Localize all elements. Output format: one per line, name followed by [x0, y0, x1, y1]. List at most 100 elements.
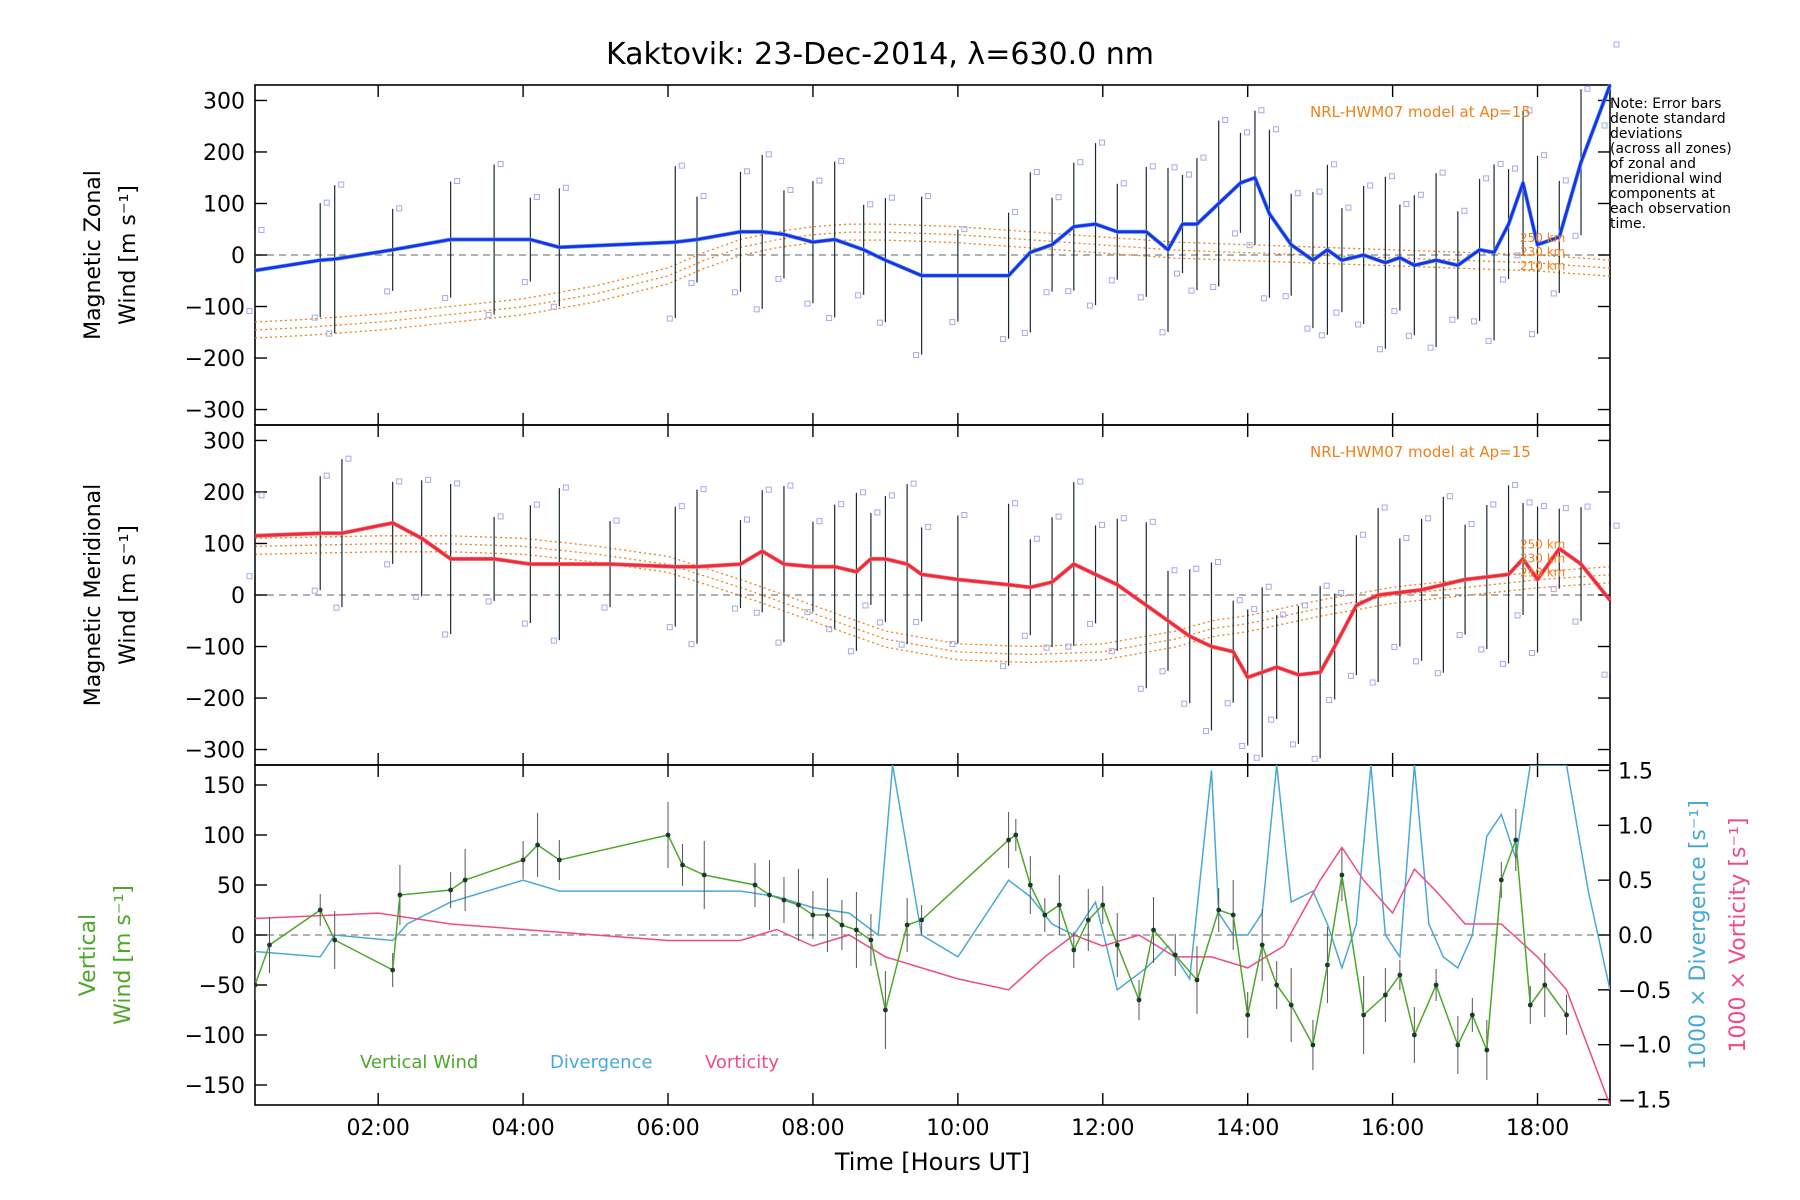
vertical-wind-point: [1361, 1012, 1367, 1018]
zone-point: [1316, 188, 1323, 195]
zone-point: [688, 641, 695, 648]
zone-point: [338, 181, 345, 188]
y-tick-label-right: −1.0: [1618, 1034, 1671, 1059]
zone-point: [925, 193, 932, 200]
vertical-wind-point: [752, 882, 758, 888]
zone-point: [838, 501, 845, 508]
zone-point: [311, 587, 318, 594]
zone-point: [454, 480, 461, 487]
zone-point: [521, 620, 528, 627]
zone-point: [678, 162, 685, 169]
zone-point: [425, 476, 432, 483]
y-axis-label: Magnetic Zonal: [81, 170, 106, 340]
zone-point: [1572, 618, 1579, 625]
x-tick-label: 18:00: [1506, 1116, 1569, 1141]
vertical-wind-point: [1259, 942, 1265, 948]
zone-point: [1012, 209, 1019, 216]
y-tick-label: 100: [203, 824, 245, 849]
vertical-wind-point: [1114, 942, 1120, 948]
zone-point: [497, 161, 504, 168]
zone-point: [1243, 129, 1250, 136]
vertical-wind-point: [1564, 1012, 1569, 1018]
zone-point: [1514, 252, 1521, 259]
zone-point: [1055, 194, 1062, 201]
zone-point: [1529, 650, 1536, 657]
vertical-wind-point: [781, 897, 787, 903]
vertical-wind-point: [1274, 982, 1280, 988]
zone-point: [1471, 318, 1478, 325]
zone-point: [413, 593, 420, 600]
legend-item: Vorticity: [705, 1052, 779, 1073]
zone-point: [1405, 332, 1412, 339]
zone-point: [601, 604, 608, 611]
zone-point: [913, 352, 920, 359]
vertical-wind-point: [1151, 927, 1156, 933]
zone-point: [1137, 294, 1144, 301]
zone-point: [1391, 308, 1398, 315]
zone-point: [258, 226, 265, 233]
zone-point: [246, 307, 253, 314]
vertical-wind-point: [1498, 877, 1504, 883]
zone-point: [1188, 287, 1195, 294]
vertical-wind-point: [556, 857, 562, 863]
vertical-wind-point: [1484, 1047, 1490, 1053]
vertical-wind-point: [839, 922, 845, 928]
zone-point: [1613, 41, 1620, 48]
y-tick-label-right: 0.5: [1618, 869, 1653, 894]
zone-point: [1497, 160, 1504, 167]
y-tick-label: 100: [203, 192, 245, 217]
y-tick-label: −100: [185, 636, 245, 661]
zone-point: [1065, 288, 1072, 295]
zone-point: [1512, 481, 1519, 488]
divergence-line: [255, 765, 1610, 992]
zone-point: [1214, 559, 1221, 566]
model-curve: [254, 551, 1611, 664]
zone-point: [1301, 602, 1308, 609]
zone-point: [888, 194, 895, 201]
zone-point: [533, 194, 540, 201]
zone-point: [961, 512, 968, 519]
zone-point: [384, 288, 391, 295]
zone-point: [1000, 663, 1007, 670]
zone-point: [775, 639, 782, 646]
zone-point: [1149, 518, 1156, 525]
zone-point: [1280, 611, 1287, 618]
vertical-wind-point: [1382, 992, 1388, 998]
zone-point: [1185, 171, 1192, 178]
y-tick-label: −100: [185, 1024, 245, 1049]
zone-point: [1490, 501, 1497, 508]
zone-point: [1265, 583, 1272, 590]
zone-point: [1202, 728, 1209, 735]
zone-point: [1033, 168, 1040, 175]
zone-point: [1012, 500, 1019, 507]
zone-point: [1272, 126, 1279, 133]
zone-point: [1222, 116, 1229, 123]
zone-point: [533, 501, 540, 508]
zone-point: [396, 478, 403, 485]
zone-point: [396, 205, 403, 212]
vorticity-line: [255, 845, 1610, 1105]
y-tick-label: −300: [185, 739, 245, 764]
x-tick-label: 08:00: [781, 1116, 844, 1141]
y-tick-label-right: −0.5: [1618, 979, 1671, 1004]
vertical-wind-point: [796, 902, 801, 908]
zone-point: [949, 319, 956, 326]
zone-point: [246, 573, 253, 580]
zone-point: [1087, 302, 1094, 309]
y-tick-label: 300: [203, 429, 245, 454]
vertical-wind-point: [1230, 912, 1236, 918]
zone-point: [1468, 521, 1475, 528]
zone-point: [1391, 643, 1398, 650]
x-tick-label: 16:00: [1361, 1116, 1424, 1141]
zone-point: [323, 199, 330, 206]
zone-point: [1572, 232, 1579, 239]
model-altitude-label: 250 km: [1520, 231, 1565, 245]
zone-point: [787, 186, 794, 193]
zone-point: [613, 517, 620, 524]
zone-point: [1485, 337, 1492, 344]
zone-point: [562, 184, 569, 191]
zone-point: [1526, 499, 1533, 506]
vertical-wind-point: [397, 892, 403, 898]
zone-point: [867, 201, 874, 208]
